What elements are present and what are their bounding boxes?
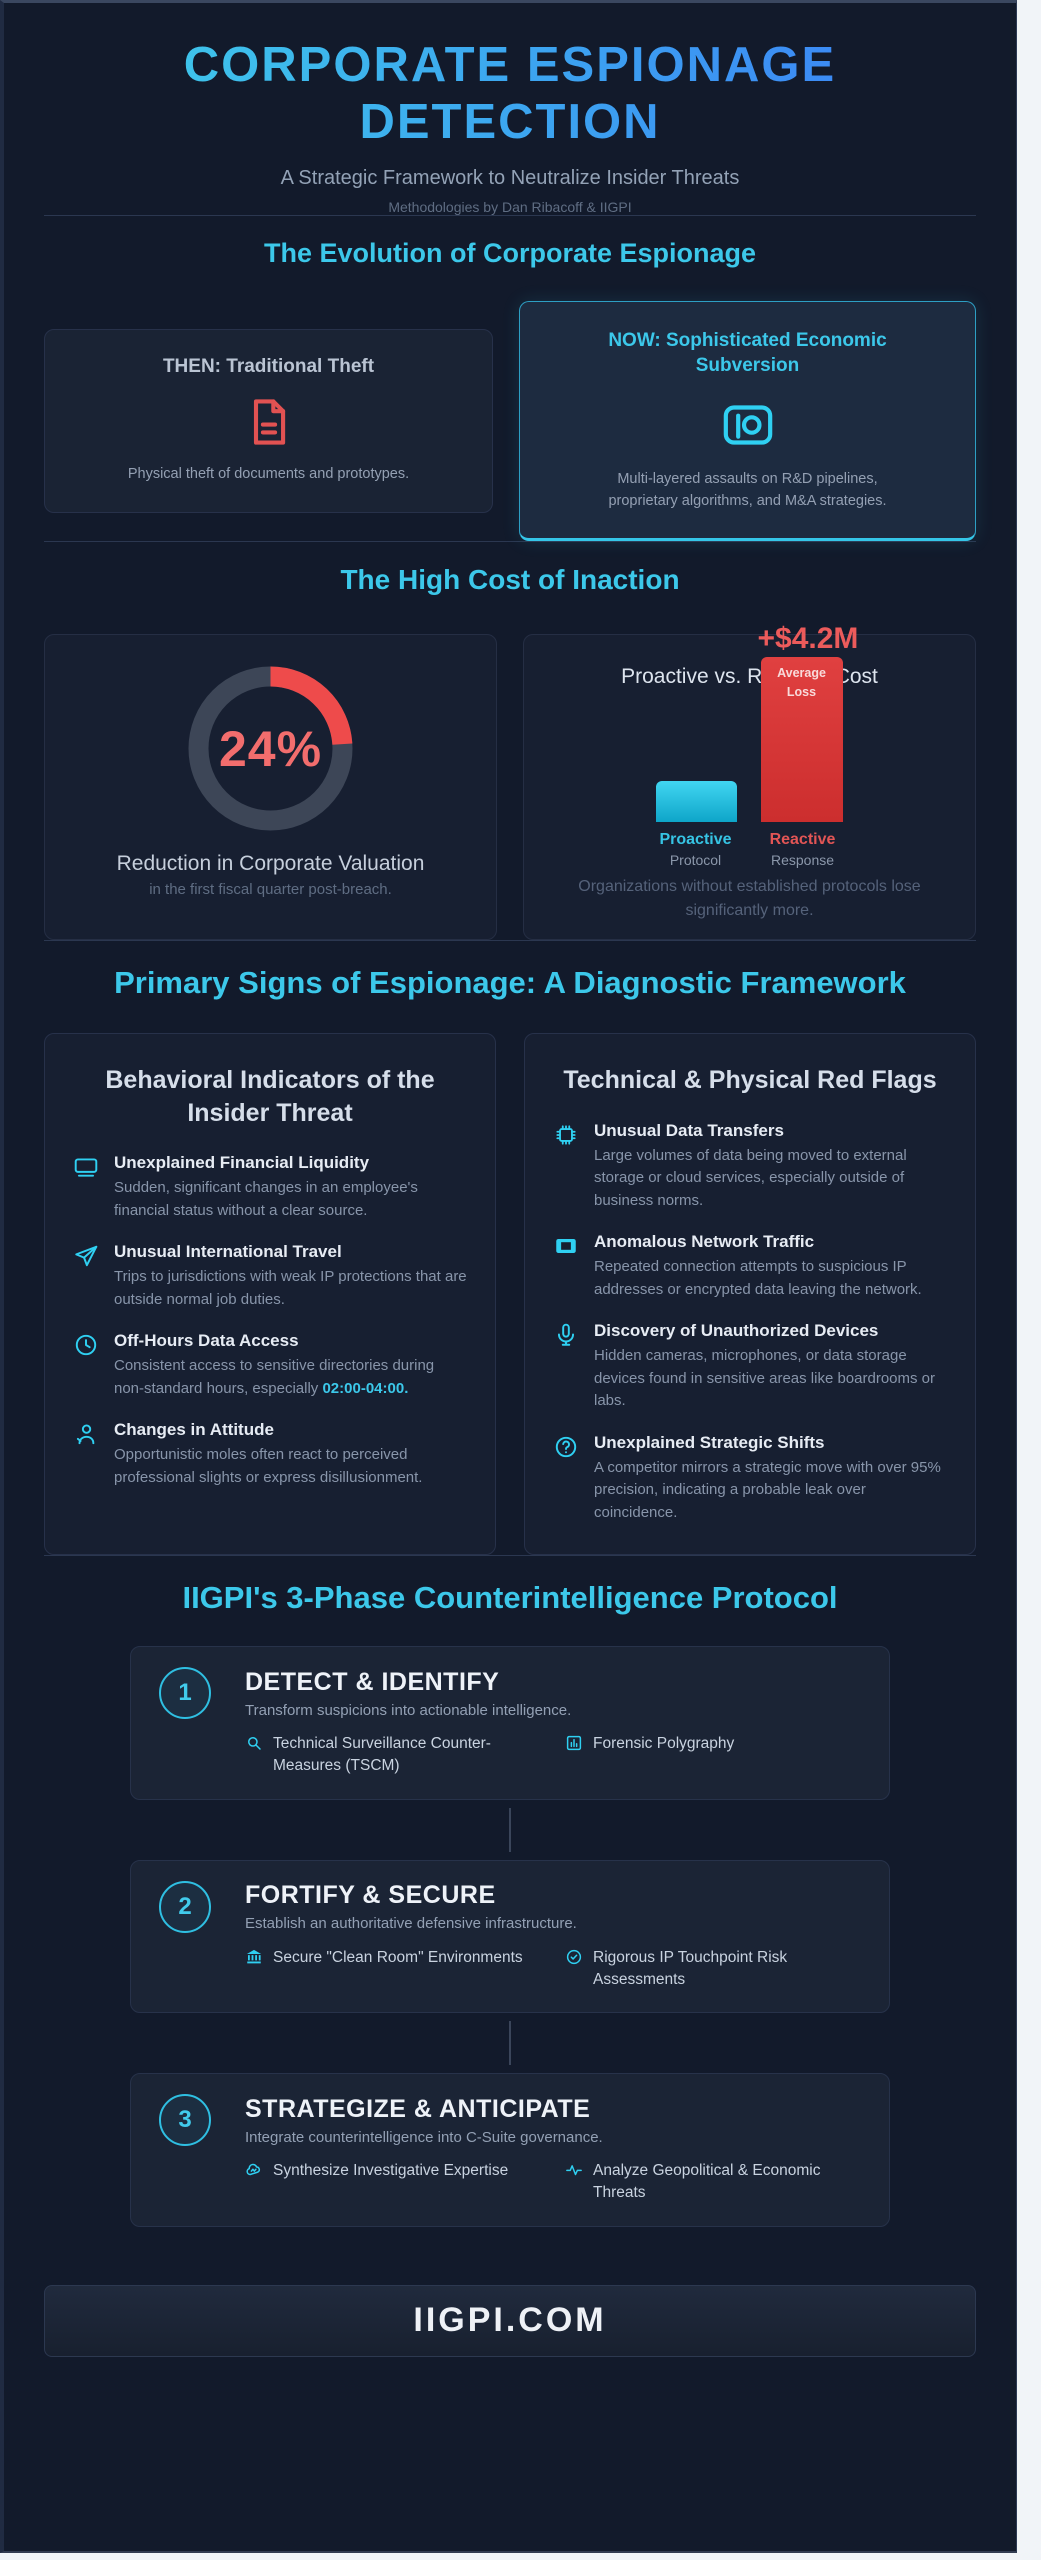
- evolution-heading: The Evolution of Corporate Espionage: [263, 237, 757, 268]
- list-item: Off-Hours Data Access Consistent access …: [73, 1331, 467, 1400]
- cost-heading: The High Cost of Inaction: [340, 564, 680, 596]
- phase-connector: [509, 1807, 511, 1852]
- loss-annotation: +$4.2M: [757, 622, 859, 656]
- section-divider: [44, 214, 976, 216]
- phase-1-tag-2: Forensic Polygraphy: [565, 1733, 861, 1776]
- infographic-page: CORPORATE ESPIONAGE DETECTION A Strategi…: [0, 0, 1017, 2553]
- phase-connector: [509, 2021, 511, 2066]
- section-cost: The High Cost of Inaction 24% Reduction …: [44, 564, 976, 941]
- card-icon: [553, 1233, 579, 1301]
- list-item: Unexplained Financial Liquidity Sudden, …: [73, 1153, 467, 1222]
- phase-1-card: 1 DETECT & IDENTIFY Transform suspicions…: [130, 1646, 890, 1800]
- chip-icon: [553, 1122, 579, 1213]
- list-item: Unusual Data Transfers Large volumes of …: [553, 1121, 947, 1213]
- list-item: Anomalous Network Traffic Repeated conne…: [553, 1232, 947, 1301]
- bar-chart-card: Proactive vs. Reactive Cost +$4.2M Avera…: [523, 622, 976, 941]
- wallet-icon: [548, 397, 947, 453]
- phase-2-title: FORTIFY & SECURE: [245, 1881, 496, 1910]
- now-card-title: NOW: Sophisticated Economic Subversion: [608, 329, 887, 377]
- phase-1-title: DETECT & IDENTIFY: [245, 1667, 500, 1696]
- phase-1-subtitle: Transform suspicions into actionable int…: [245, 1701, 572, 1719]
- phase-1-number: 1: [159, 1667, 211, 1720]
- donut-chart: 24%: [183, 661, 358, 836]
- phase-2-subtitle: Establish an authoritative defensive inf…: [245, 1915, 577, 1933]
- behavioral-heading: Behavioral Indicators of the Insider Thr…: [105, 1066, 435, 1127]
- brain-icon: [245, 2161, 263, 2179]
- now-card: NOW: Sophisticated Economic Subversion M…: [519, 300, 976, 542]
- behavioral-card: Behavioral Indicators of the Insider Thr…: [44, 1033, 496, 1556]
- proactive-axis-label: Proactive Protocol: [659, 831, 732, 869]
- question-circle-icon: [553, 1434, 579, 1525]
- page-title-line1: CORPORATE ESPIONAGE: [183, 38, 837, 92]
- phase-2-number: 2: [159, 1880, 211, 1933]
- then-card-title: THEN: Traditional Theft: [162, 356, 375, 378]
- technical-card: Technical & Physical Red Flags Unusual D…: [524, 1033, 976, 1556]
- bar-chart-icon: [565, 1734, 583, 1752]
- clock-icon: [73, 1332, 99, 1400]
- phase-3-tag-1: Synthesize Investigative Expertise: [245, 2160, 541, 2203]
- reactive-bar-label: Average Loss: [777, 666, 826, 700]
- section-divider: [44, 940, 976, 942]
- protocol-heading: IIGPI's 3-Phase Counterintelligence Prot…: [182, 1580, 838, 1616]
- donut-label: Reduction in Corporate Valuation: [116, 852, 425, 876]
- page-subtitle: A Strategic Framework to Neutralize Insi…: [280, 166, 740, 189]
- now-card-text: Multi-layered assaults on R&D pipelines,…: [608, 470, 887, 509]
- proactive-bar: [655, 781, 737, 823]
- section-protocol: IIGPI's 3-Phase Counterintelligence Prot…: [44, 1580, 976, 2227]
- page-title: CORPORATE ESPIONAGE DETECTION: [44, 37, 976, 151]
- search-icon: [245, 1734, 263, 1752]
- phase-1-tag-1: Technical Surveillance Counter-Measures …: [245, 1733, 541, 1776]
- person-icon: [73, 1421, 99, 1489]
- bar-chart-title: Proactive vs. Reactive Cost: [621, 665, 878, 689]
- signs-heading: Primary Signs of Espionage: A Diagnostic…: [114, 965, 906, 1001]
- phase-3-tag-2: Analyze Geopolitical & Economic Threats: [565, 2160, 861, 2203]
- list-item: Unusual International Travel Trips to ju…: [73, 1242, 467, 1311]
- byline: Methodologies by Dan Ribacoff & IIGPI: [388, 198, 632, 215]
- donut-sublabel: in the first fiscal quarter post-breach.: [149, 881, 392, 899]
- list-item: Unexplained Strategic Shifts A competito…: [553, 1433, 947, 1525]
- section-evolution: The Evolution of Corporate Espionage THE…: [44, 238, 976, 542]
- section-signs: Primary Signs of Espionage: A Diagnostic…: [44, 965, 976, 1556]
- footer-link[interactable]: IIGPI.COM: [413, 2301, 607, 2340]
- activity-icon: [565, 2161, 583, 2179]
- header: CORPORATE ESPIONAGE DETECTION A Strategi…: [44, 37, 976, 215]
- list-item: Changes in Attitude Opportunistic moles …: [73, 1420, 467, 1489]
- bank-icon: [245, 1948, 263, 1966]
- donut-value: 24%: [218, 720, 323, 777]
- section-divider: [44, 541, 976, 543]
- banknote-icon: [73, 1154, 99, 1222]
- page-title-line2: DETECTION: [359, 94, 661, 149]
- phase-3-card: 3 STRATEGIZE & ANTICIPATE Integrate coun…: [130, 2073, 890, 2227]
- reactive-axis-label: Reactive Response: [769, 831, 836, 869]
- check-circle-icon: [565, 1948, 583, 1966]
- phase-3-number: 3: [159, 2094, 211, 2147]
- phase-3-subtitle: Integrate counterintelligence into C-Sui…: [245, 2128, 603, 2146]
- time-highlight: 02:00-04:00.: [322, 1379, 409, 1397]
- phase-2-card: 2 FORTIFY & SECURE Establish an authorit…: [130, 1859, 890, 2014]
- microphone-icon: [553, 1322, 579, 1413]
- phase-2-tag-2: Rigorous IP Touchpoint Risk Assessments: [565, 1947, 861, 1990]
- technical-heading: Technical & Physical Red Flags: [563, 1066, 937, 1095]
- footer-bar: IIGPI.COM: [44, 2284, 976, 2357]
- list-item: Discovery of Unauthorized Devices Hidden…: [553, 1321, 947, 1413]
- bar-chart-caption: Organizations without established protoc…: [578, 878, 921, 920]
- phase-3-title: STRATEGIZE & ANTICIPATE: [245, 2094, 591, 2123]
- then-card: THEN: Traditional Theft Physical theft o…: [44, 329, 493, 513]
- paper-plane-icon: [73, 1243, 99, 1311]
- section-divider: [44, 1555, 976, 1557]
- then-card-text: Physical theft of documents and prototyp…: [127, 466, 410, 483]
- document-icon: [69, 396, 468, 448]
- donut-card: 24% Reduction in Corporate Valuation in …: [44, 634, 497, 941]
- reactive-bar: Average Loss: [760, 657, 843, 823]
- phase-2-tag-1: Secure "Clean Room" Environments: [245, 1947, 541, 1990]
